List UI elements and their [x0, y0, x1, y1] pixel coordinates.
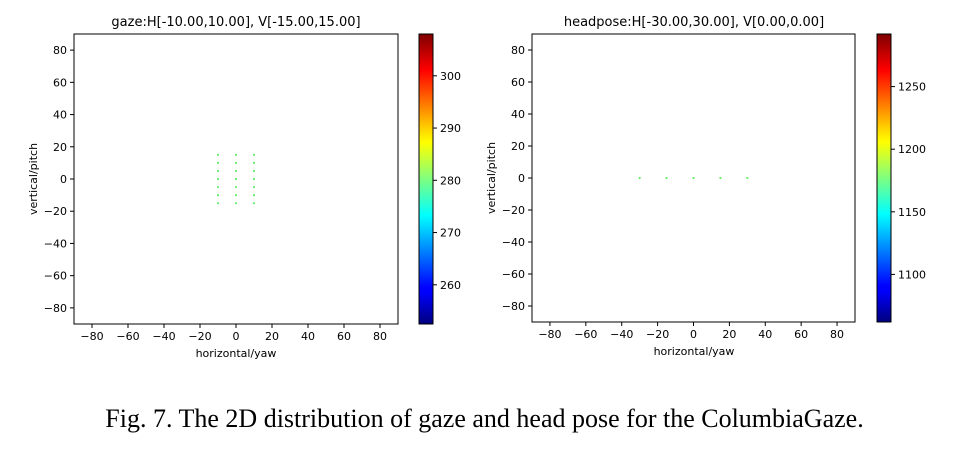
scatter-point — [216, 177, 220, 181]
colorbar-ticks: 1100 1150 1200 1250 — [891, 81, 926, 281]
x-tick-label: 0 — [690, 328, 697, 341]
scatter-point — [252, 153, 256, 156]
y-axis-label: vertical/pitch — [485, 142, 498, 214]
scatter-point — [719, 176, 722, 180]
x-tick-label: 80 — [830, 328, 844, 341]
scatter-point — [252, 202, 256, 205]
y-tick-label: 20 — [511, 140, 525, 153]
colorbar-tick-label: 1250 — [898, 81, 926, 94]
colorbar-tick-label: 1150 — [898, 206, 926, 219]
y-tick-label: 80 — [53, 44, 67, 57]
x-tick-label: 20 — [722, 328, 736, 341]
y-tick-label: −20 — [502, 204, 525, 217]
y-tick-label: −80 — [502, 300, 525, 313]
colorbar — [418, 33, 434, 325]
scatter-point — [234, 169, 238, 173]
x-tick-label: −20 — [188, 330, 211, 343]
scatter-point — [252, 177, 256, 181]
scatter-point — [216, 153, 220, 156]
y-tick-label: −60 — [44, 270, 67, 283]
scatter-point — [692, 176, 695, 180]
chart-title: headpose:H[-30.00,30.00], V[0.00,0.00] — [564, 15, 824, 30]
x-tick-label: 40 — [758, 328, 772, 341]
y-tick-label: 60 — [53, 76, 67, 89]
scatter-point — [216, 169, 220, 173]
x-tick-label: 60 — [794, 328, 808, 341]
scatter-points — [638, 176, 749, 180]
x-tick-label: 40 — [301, 330, 315, 343]
scatter-point — [252, 169, 256, 173]
y-tick-label: −20 — [44, 205, 67, 218]
scatter-point — [216, 194, 220, 197]
x-tick-label: −40 — [610, 328, 633, 341]
y-tick-label: 20 — [53, 141, 67, 154]
x-tick-label: 80 — [373, 330, 387, 343]
scatter-point — [234, 153, 238, 156]
x-tick-label: 60 — [337, 330, 351, 343]
scatter-point — [216, 202, 220, 205]
colorbar-tick-label: 270 — [440, 227, 461, 240]
scatter-point — [234, 202, 238, 205]
scatter-point — [252, 161, 256, 164]
colorbar-tick-label: 1100 — [898, 268, 926, 281]
scatter-points — [216, 153, 256, 205]
y-tick-label: 40 — [511, 108, 525, 121]
scatter-point — [665, 176, 668, 180]
y-tick-label: −80 — [44, 302, 67, 315]
x-tick-label: −60 — [116, 330, 139, 343]
y-tick-label: −60 — [502, 268, 525, 281]
colorbar — [876, 33, 892, 323]
scatter-point — [252, 194, 256, 197]
x-axis-label: horizontal/yaw — [196, 347, 277, 360]
x-tick-label: −40 — [152, 330, 175, 343]
gaze-chart: gaze:H[-10.00,10.00], V[-15.00,15.00] −8… — [27, 15, 461, 360]
x-tick-label: −80 — [538, 328, 561, 341]
x-axis-ticks: −80 −60 −40 −20 0 20 40 60 80 — [538, 322, 844, 341]
y-tick-label: 40 — [53, 109, 67, 122]
y-axis-label: vertical/pitch — [27, 143, 40, 215]
scatter-point — [234, 177, 238, 181]
scatter-point — [234, 185, 238, 189]
x-tick-label: 0 — [233, 330, 240, 343]
x-axis-ticks: −80 −60 −40 −20 0 20 40 60 80 — [80, 324, 387, 343]
colorbar-tick-label: 300 — [440, 70, 461, 83]
y-axis-ticks: −80 −60 −40 −20 0 20 40 60 80 — [502, 44, 532, 313]
y-tick-label: 80 — [511, 44, 525, 57]
x-tick-label: 20 — [265, 330, 279, 343]
scatter-point — [234, 161, 238, 164]
y-tick-label: 0 — [518, 172, 525, 185]
scatter-point — [234, 194, 238, 197]
x-tick-label: −60 — [574, 328, 597, 341]
scatter-point — [746, 176, 749, 180]
colorbar-ticks: 260 270 280 290 300 — [433, 70, 461, 292]
x-tick-label: −80 — [80, 330, 103, 343]
figure-caption: Fig. 7. The 2D distribution of gaze and … — [105, 404, 864, 433]
colorbar-tick-label: 260 — [440, 279, 461, 292]
colorbar-tick-label: 280 — [440, 174, 461, 187]
scatter-point — [638, 176, 641, 180]
x-tick-label: −20 — [646, 328, 669, 341]
y-axis-ticks: −80 −60 −40 −20 0 20 40 60 80 — [44, 44, 74, 315]
scatter-point — [252, 185, 256, 189]
y-tick-label: −40 — [502, 236, 525, 249]
y-tick-label: 0 — [60, 173, 67, 186]
scatter-point — [216, 161, 220, 164]
colorbar-tick-label: 290 — [440, 122, 461, 135]
y-tick-label: −40 — [44, 237, 67, 250]
y-tick-label: 60 — [511, 76, 525, 89]
chart-title: gaze:H[-10.00,10.00], V[-15.00,15.00] — [111, 15, 360, 30]
headpose-chart: headpose:H[-30.00,30.00], V[0.00,0.00] −… — [485, 15, 926, 358]
colorbar-tick-label: 1200 — [898, 143, 926, 156]
scatter-point — [216, 185, 220, 189]
x-axis-label: horizontal/yaw — [654, 345, 735, 358]
